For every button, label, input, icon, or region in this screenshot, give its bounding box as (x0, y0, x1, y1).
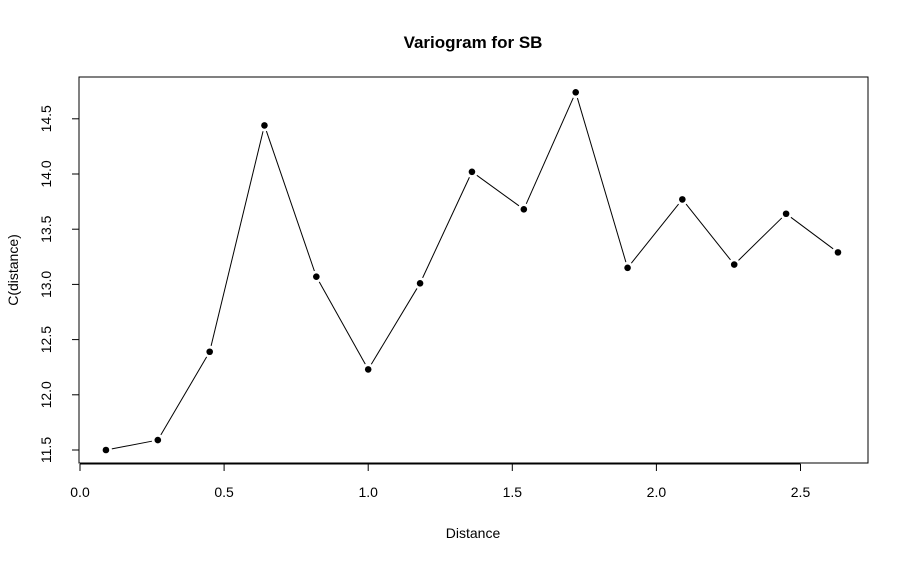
x-tick-label: 0.0 (70, 484, 90, 500)
line-segment (630, 203, 679, 264)
line-segment (210, 131, 264, 347)
line-segment (738, 217, 783, 261)
data-point (730, 261, 738, 268)
plot-frame (78, 76, 869, 464)
data-point (572, 89, 580, 96)
y-tick-label: 14.5 (38, 105, 54, 132)
line-segment (370, 288, 418, 365)
y-axis: 11.5 12.0 12.5 13.0 13.5 14.0 14.5 (38, 105, 80, 463)
x-axis: 0.0 0.5 1.0 1.5 2.0 2.5 (70, 463, 811, 500)
line-segment (422, 177, 470, 279)
data-point (416, 279, 424, 287)
y-tick-label: 12.0 (38, 381, 54, 408)
data-point (679, 196, 686, 203)
line-segment (318, 281, 366, 365)
x-tick-label: 0.5 (214, 484, 234, 500)
y-tick-label: 14.0 (38, 160, 54, 187)
data-point (364, 366, 372, 373)
line-segment (476, 174, 520, 207)
data-point (834, 249, 842, 256)
line-segment (685, 203, 731, 261)
data-point (624, 264, 631, 272)
line-segment (525, 97, 574, 205)
line-segment (111, 440, 153, 450)
data-point (468, 168, 476, 176)
y-tick-label: 11.5 (38, 437, 54, 463)
y-tick-label: 12.5 (38, 326, 54, 353)
line-segment (160, 356, 208, 436)
chart-title: Variogram for SB (404, 33, 543, 52)
x-tick-label: 2.0 (647, 484, 667, 500)
x-tick-label: 1.0 (358, 484, 378, 500)
data-point (261, 122, 268, 129)
data-point (520, 206, 528, 213)
data-point (313, 273, 320, 280)
series-layer (102, 89, 842, 454)
y-tick-label: 13.0 (38, 271, 54, 298)
y-axis-label: C(distance) (5, 234, 21, 306)
line-segment (790, 216, 834, 250)
data-point (782, 210, 790, 218)
x-axis-label: Distance (446, 525, 501, 541)
line-segment (265, 130, 315, 272)
y-tick-label: 13.5 (38, 215, 54, 242)
data-point (154, 436, 162, 444)
line-segment (576, 97, 627, 263)
x-tick-label: 2.5 (791, 484, 811, 500)
x-tick-label: 1.5 (503, 484, 523, 500)
data-point (102, 446, 110, 454)
data-point (206, 348, 213, 356)
